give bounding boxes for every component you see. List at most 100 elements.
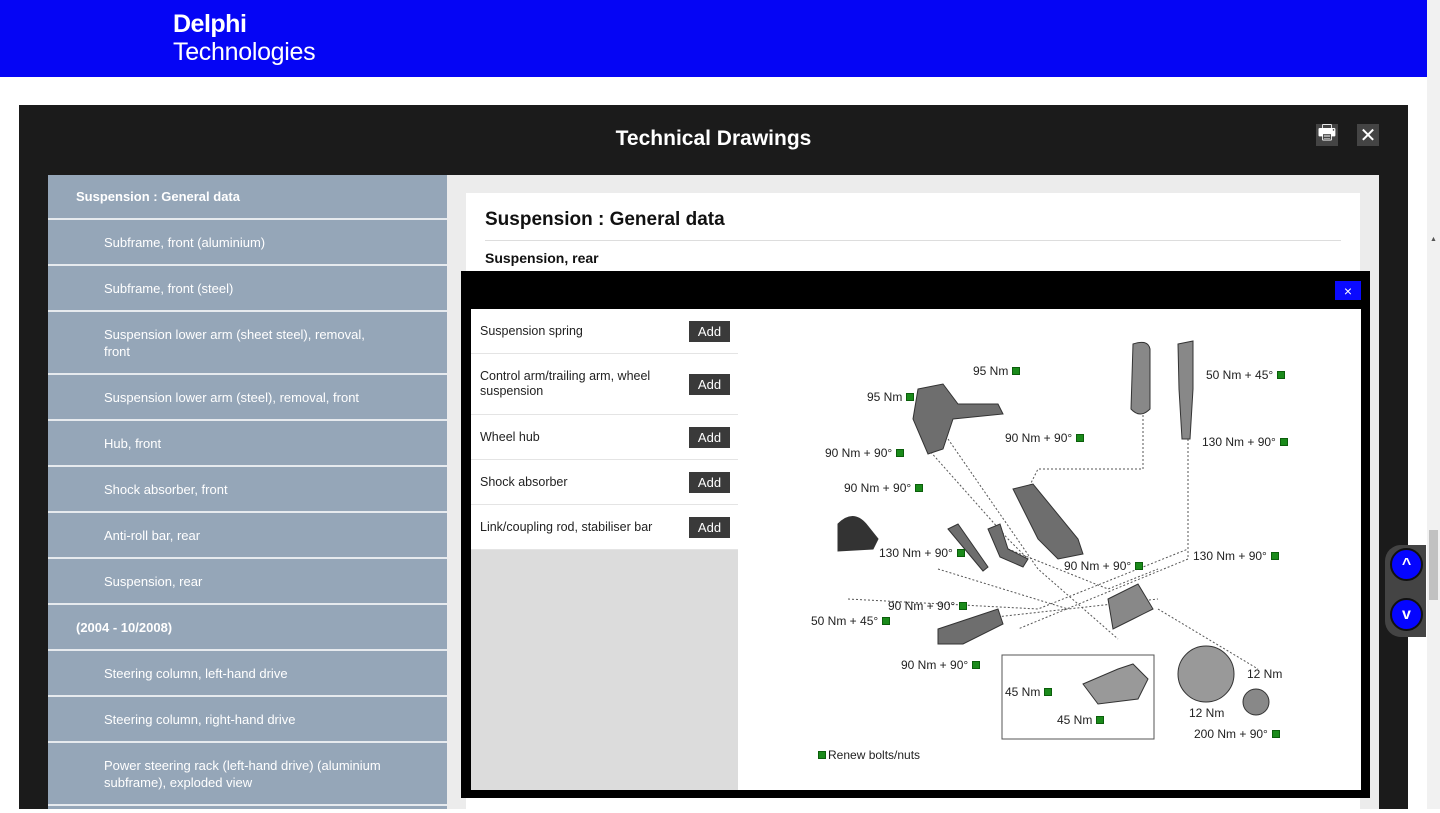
sidebar-item[interactable]: Subframe, front (aluminium) [48,220,447,266]
torque-value: 45 Nm [1005,685,1041,699]
sidebar-item[interactable]: Steering column, right-hand drive [48,697,447,743]
torque-value: 200 Nm + 90° [1194,727,1268,741]
torque-label: 90 Nm + 90° [844,481,924,495]
renew-marker-icon [882,617,891,625]
part-name: Wheel hub [480,429,540,444]
scroll-down-button[interactable]: v [1390,598,1423,631]
torque-label: 90 Nm + 90° [888,599,968,613]
sidebar-item-label: Suspension, rear [104,573,203,589]
torque-label: 50 Nm + 45° [1206,368,1286,382]
link-part [947,523,989,572]
sidebar-item[interactable]: Power steering rack (left-hand drive) (a… [48,743,447,806]
spring-part [1130,341,1151,415]
add-part-button[interactable]: Add [689,516,730,538]
renew-marker-icon [1096,716,1105,724]
hub-carrier-part [1107,583,1154,630]
brake-disc-part [1177,645,1235,703]
scroll-nav: ^ v [1385,545,1426,637]
close-modal-button[interactable]: ✕ [1357,124,1379,147]
link-part-2 [987,523,1029,568]
torque-value: 45 Nm [1057,713,1093,727]
sidebar-item-label: Steering column, left-hand drive [104,665,288,681]
suspension-diagram [837,340,1270,740]
wheel-hub-part [1242,688,1270,716]
torque-label: 130 Nm + 90° [1202,435,1288,449]
sidebar-item-label: Suspension : General data [76,189,240,204]
torque-label: 95 Nm [973,364,1021,378]
renew-marker-icon [1270,552,1279,560]
part-name: Suspension spring [480,323,583,338]
renew-marker-icon [818,751,826,759]
sidebar-item-label: Suspension lower arm (sheet steel), remo… [104,326,365,359]
add-part-button[interactable]: Add [689,373,730,395]
torque-value: 90 Nm + 90° [1064,559,1132,573]
torque-value: 90 Nm + 90° [888,599,956,613]
torque-value: 50 Nm + 45° [1206,368,1274,382]
divider [485,240,1341,241]
torque-value: 95 Nm [867,390,903,404]
legend-text: Renew bolts/nuts [828,748,921,762]
popup-body: Suspension spring Add Control arm/trailing… [471,309,1361,790]
trailing-arm-part [1012,483,1084,560]
torque-value: 12 Nm [1189,706,1225,720]
torque-label: 200 Nm + 90° [1194,727,1280,741]
part-name: Shock absorber [480,474,568,489]
chevron-down-icon: v [1402,605,1411,623]
sidebar-item[interactable]: Anti-roll bar, rear [48,513,447,559]
torque-label: 130 Nm + 90° [879,546,965,560]
add-part-button[interactable]: Add [689,426,730,448]
sidebar-item-label: Shock absorber, front [104,481,228,497]
torque-label: 90 Nm + 90° [825,446,905,460]
torque-value: 50 Nm + 45° [811,614,879,628]
sidebar-item[interactable]: Shock absorber, front [48,467,447,513]
torque-label: 95 Nm [867,390,915,404]
renew-marker-icon [1012,367,1021,375]
torque-label: 90 Nm + 90° [1005,431,1085,445]
renew-marker-icon [1279,438,1288,446]
sidebar-item[interactable]: Steering column, left-hand drive [48,651,447,697]
renew-marker-icon [1135,562,1144,570]
diagram-parts [837,340,1270,716]
torque-label: 12 Nm [1247,667,1282,681]
torque-label: 90 Nm + 90° [1064,559,1144,573]
torque-label: 90 Nm + 90° [901,658,981,672]
print-button[interactable]: 🖶 [1316,122,1338,146]
part-name: Control arm/trailing arm, wheel suspensi… [480,369,651,398]
torque-value: 90 Nm + 90° [901,658,969,672]
renew-marker-icon [1277,371,1286,379]
torque-value: 90 Nm + 90° [844,481,912,495]
delphi-logo[interactable]: Delphi Technologies [173,10,316,66]
parts-list: Suspension spring Add Control arm/trailing… [471,309,738,790]
sidebar-item-label: Anti-roll bar, rear [104,527,201,543]
renew-marker-icon [1044,688,1053,696]
sidebar-item-label: Steering column, right-hand drive [104,711,296,727]
renew-marker-icon [906,393,915,401]
sidebar-item[interactable]: Suspension lower arm (sheet steel), remo… [48,312,447,375]
torque-value: 12 Nm [1247,667,1283,681]
add-part-button[interactable]: Add [689,320,730,342]
sidebar-item[interactable]: Subframe, front (steel) [48,266,447,312]
sidebar-item-label: Suspension lower arm (steel), removal, f… [104,389,360,405]
drawing-popup: × Suspension spring Add Control arm/traili… [461,271,1370,798]
page-scrollbar[interactable]: ▲ [1427,0,1440,809]
sidebar-item-label: Subframe, front (aluminium) [104,234,266,250]
add-part-button[interactable]: Add [689,471,730,493]
popup-close-button[interactable]: × [1335,281,1361,300]
sidebar-item[interactable]: Suspension, rear [48,559,447,605]
sidebar-item[interactable]: Suspension lower arm (steel), removal, f… [48,375,447,421]
scrollbar-thumb[interactable] [1429,530,1438,600]
sidebar-item[interactable]: Hub, front [48,421,447,467]
lower-arm-part [937,608,1004,645]
sidebar-item[interactable]: (2004 - 10/2008) [48,605,447,651]
renew-marker-icon [972,661,981,669]
site-header: Delphi Technologies [0,0,1427,77]
part-row: Suspension spring Add [471,309,738,354]
inset-knuckle-part [1082,663,1149,705]
scroll-up-button[interactable]: ^ [1390,548,1423,581]
sidebar-item-label: Hub, front [104,435,162,451]
scroll-up-arrow-icon[interactable]: ▲ [1430,236,1437,243]
sidebar-item[interactable]: Suspension : General data [48,175,447,220]
torque-value: 130 Nm + 90° [879,546,953,560]
torque-value: 90 Nm + 90° [1005,431,1073,445]
torque-value: 130 Nm + 90° [1202,435,1276,449]
